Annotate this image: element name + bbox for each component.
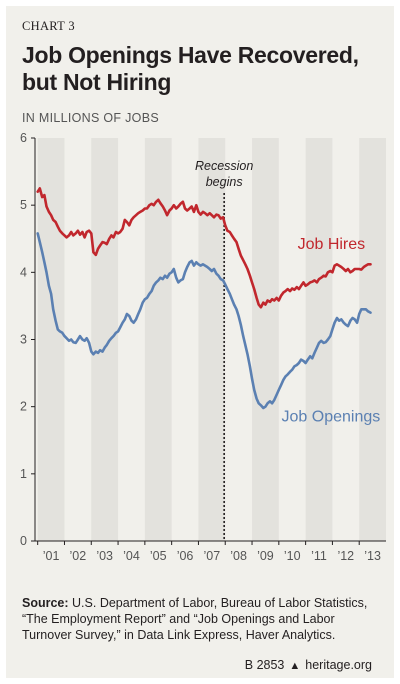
chart-title-line-2: but Not Hiring — [22, 69, 172, 95]
y-tick-label: 6 — [20, 131, 27, 145]
source-text: U.S. Department of Labor, Bureau of Labo… — [22, 596, 368, 642]
year-bands — [37, 138, 386, 541]
x-tick-label: ’11 — [311, 549, 327, 563]
job-hires-line — [36, 187, 372, 309]
chart-title-line-1: Job Openings Have Recovered, — [22, 42, 359, 68]
x-tick-label: ’04 — [123, 549, 140, 563]
chart-title: Job Openings Have Recovered, but Not Hir… — [22, 42, 382, 96]
site-name: heritage.org — [305, 658, 372, 672]
unit-label: IN MILLIONS OF JOBS — [22, 111, 159, 125]
bell-icon: ▲ — [289, 660, 301, 672]
year-band — [37, 138, 65, 541]
series-lines — [36, 187, 372, 410]
x-tick-label: ’13 — [364, 549, 381, 563]
x-tick-label: ’10 — [284, 549, 301, 563]
recession-annotation-line-2: begins — [206, 175, 243, 189]
y-tick-label: 5 — [20, 198, 27, 212]
x-tick-label: ’06 — [177, 549, 194, 563]
source-note: Source: U.S. Department of Labor, Bureau… — [22, 595, 382, 643]
y-tick-label: 2 — [20, 400, 27, 414]
x-tick-label: ’02 — [70, 549, 87, 563]
x-tick-label: ’05 — [150, 549, 167, 563]
y-axis: 0 1 2 3 4 5 6 — [20, 131, 36, 548]
x-tick-label: ’01 — [43, 549, 60, 563]
footer: B 2853 ▲ heritage.org — [245, 658, 372, 672]
year-band — [252, 138, 279, 541]
y-tick-label: 4 — [20, 265, 27, 279]
report-code: B 2853 — [244, 658, 285, 672]
job-openings-label: Job Openings — [282, 408, 381, 425]
recession-annotation-line-1: Recession — [195, 159, 253, 173]
year-band — [198, 138, 226, 541]
year-band — [144, 138, 172, 541]
year-band — [359, 138, 386, 541]
job-openings-line — [36, 232, 372, 410]
x-tick-label: ’07 — [203, 549, 220, 563]
y-tick-label: 3 — [20, 333, 27, 347]
job-hires-label: Job Hires — [298, 236, 366, 253]
chart-number-label: CHART 3 — [22, 19, 75, 33]
series-labels: Job Hires Job Openings — [282, 236, 381, 426]
x-tick-label: ’03 — [96, 549, 113, 563]
x-axis: ’01 ’02 ’03 ’04 ’05 ’06 ’07 ’08 ’09 ’10 ’11 ’12 ’13 — [35, 540, 386, 563]
year-band — [91, 138, 119, 541]
y-tick-label: 1 — [20, 467, 27, 481]
x-tick-label: ’09 — [257, 549, 274, 563]
source-label: Source: — [22, 596, 69, 610]
x-tick-label: ’12 — [337, 549, 354, 563]
y-tick-label: 0 — [20, 534, 27, 548]
x-tick-label: ’08 — [230, 549, 247, 563]
